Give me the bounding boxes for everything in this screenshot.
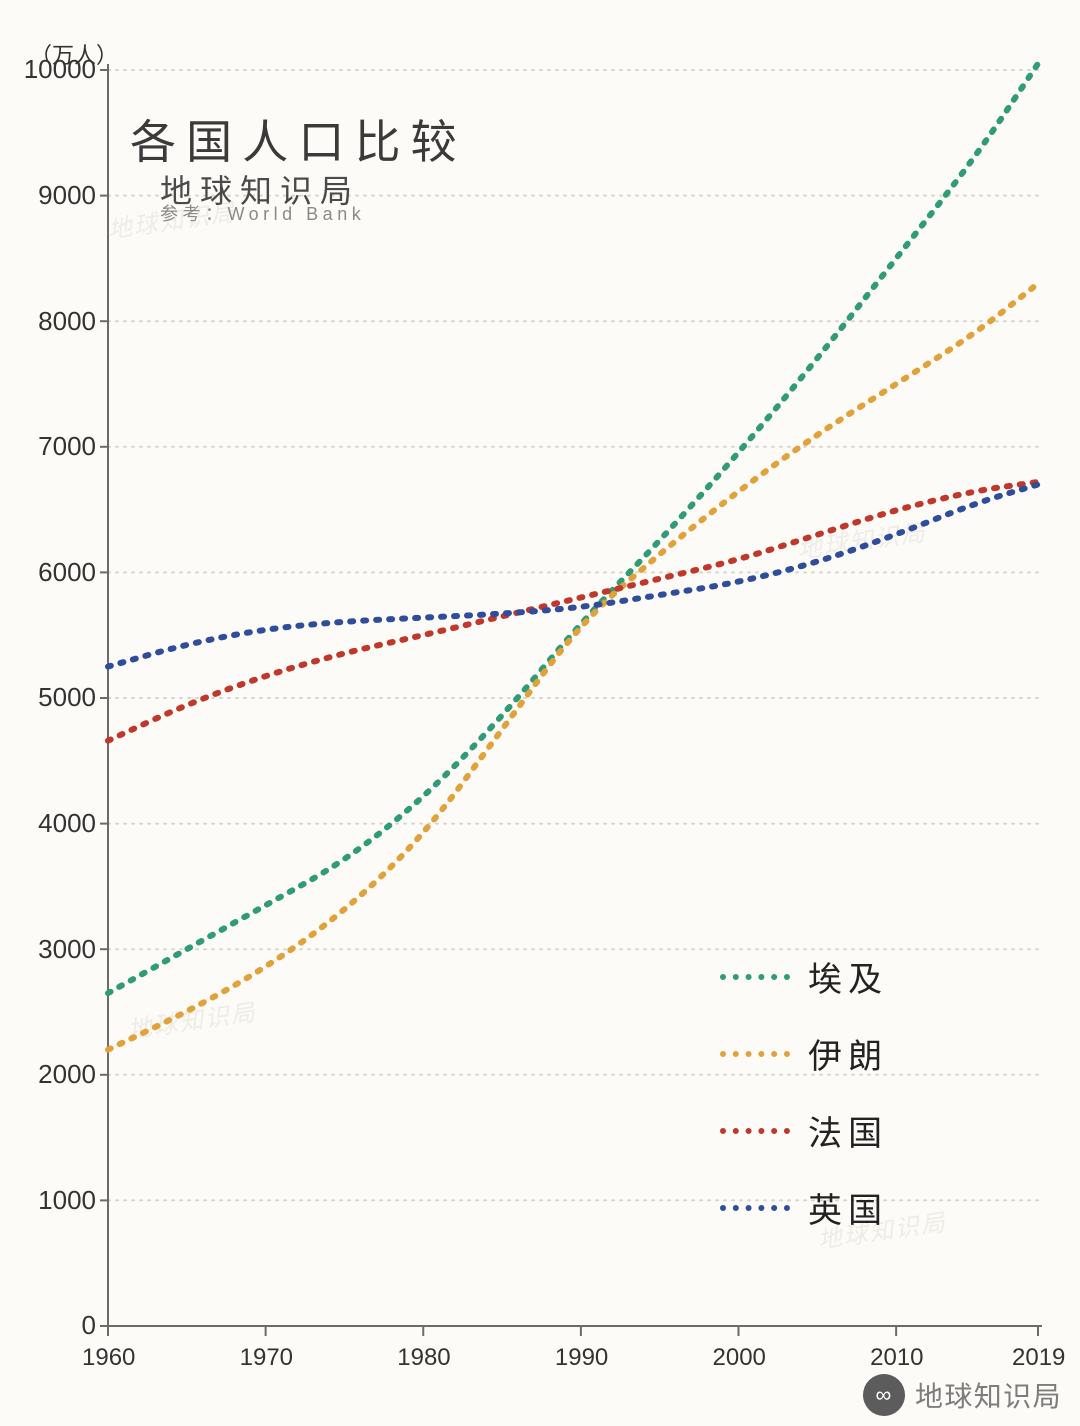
legend-swatch-icon bbox=[720, 1205, 790, 1211]
legend-label: 伊朗 bbox=[808, 1029, 888, 1078]
y-tick-label: 1000 bbox=[38, 1185, 96, 1216]
y-tick-label: 2000 bbox=[38, 1059, 96, 1090]
y-tick-label: 9000 bbox=[38, 180, 96, 211]
legend-item: 英国 bbox=[720, 1183, 888, 1232]
x-tick-label: 2000 bbox=[713, 1344, 766, 1372]
legend-swatch-icon bbox=[720, 1051, 790, 1057]
x-tick-label: 1960 bbox=[82, 1344, 135, 1372]
brand-avatar-icon: ∞ bbox=[863, 1374, 905, 1416]
y-tick-label: 5000 bbox=[38, 682, 96, 713]
series-line bbox=[108, 284, 1038, 1050]
y-tick-label: 6000 bbox=[38, 557, 96, 588]
legend-swatch-icon bbox=[720, 1128, 790, 1134]
chart-legend: 埃及伊朗法国英国 bbox=[720, 952, 888, 1260]
x-tick-label: 2010 bbox=[870, 1344, 923, 1372]
x-tick-label: 1990 bbox=[555, 1344, 608, 1372]
y-tick-label: 8000 bbox=[38, 306, 96, 337]
series-line bbox=[108, 484, 1038, 666]
footer-brand: ∞ 地球知识局 bbox=[863, 1374, 1062, 1416]
y-tick-label: 3000 bbox=[38, 934, 96, 965]
chart-title: 各国人口比较 bbox=[130, 106, 467, 172]
x-tick-label: 1970 bbox=[240, 1344, 293, 1372]
series-line bbox=[108, 482, 1038, 741]
chart-source: 参考：World Bank bbox=[160, 200, 365, 226]
y-tick-label: 7000 bbox=[38, 431, 96, 462]
y-tick-label: 10000 bbox=[24, 54, 96, 85]
legend-label: 法国 bbox=[808, 1106, 888, 1155]
y-tick-label: 4000 bbox=[38, 808, 96, 839]
legend-item: 伊朗 bbox=[720, 1029, 888, 1078]
x-tick-label: 1980 bbox=[397, 1344, 450, 1372]
legend-label: 埃及 bbox=[808, 952, 888, 1001]
legend-item: 埃及 bbox=[720, 952, 888, 1001]
x-tick-label: 2019 bbox=[1012, 1344, 1065, 1372]
footer-brand-text: 地球知识局 bbox=[915, 1375, 1062, 1415]
y-tick-label: 0 bbox=[82, 1310, 96, 1341]
legend-item: 法国 bbox=[720, 1106, 888, 1155]
legend-label: 英国 bbox=[808, 1183, 888, 1232]
legend-swatch-icon bbox=[720, 974, 790, 980]
